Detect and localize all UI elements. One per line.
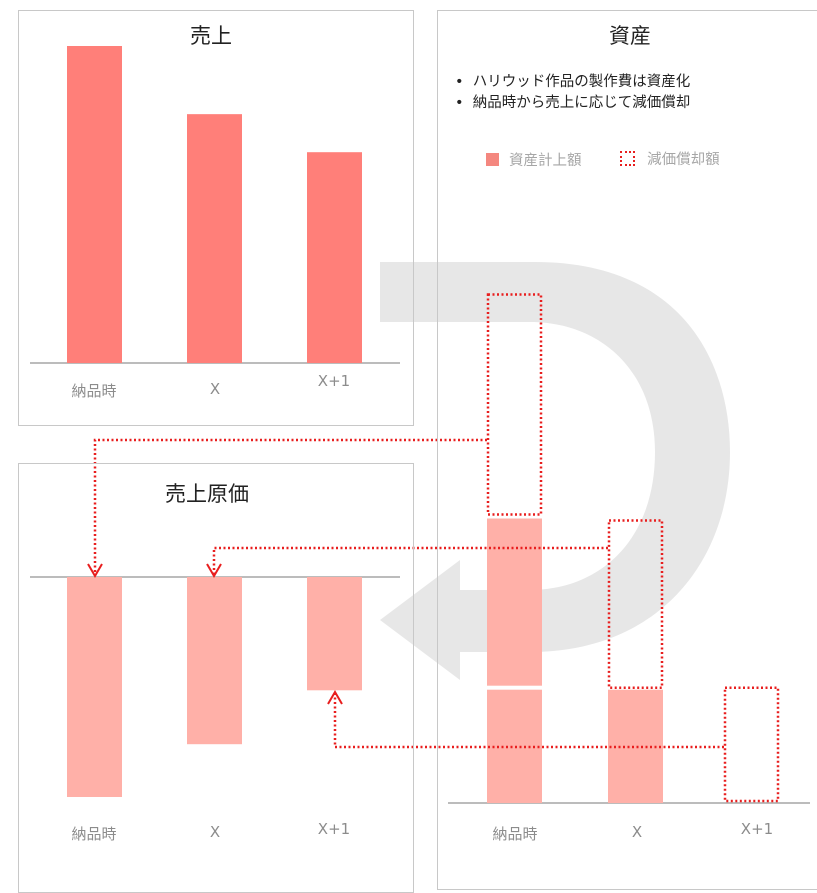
dotted-swatch-icon — [620, 151, 636, 166]
bullet-item: • 納品時から売上に応じて減価償却 — [455, 95, 691, 111]
sales-tick: X — [209, 380, 221, 398]
sales-tick: 納品時 — [71, 382, 117, 400]
cogs-bar — [307, 577, 362, 691]
connector-arrow — [333, 694, 724, 749]
sales-bar — [187, 114, 242, 363]
legend-amortization: 減価償却額 — [620, 148, 720, 169]
asset-bar-capitalized — [487, 689, 542, 803]
cogs-tick: X — [209, 823, 221, 841]
asset-legend: 資産計上額 減価償却額 — [486, 148, 754, 170]
sales-panel — [18, 10, 414, 426]
asset-bar-amortization — [486, 293, 543, 516]
legend-capitalized: 資産計上額 — [486, 149, 582, 170]
asset-bar-capitalized — [487, 518, 542, 686]
asset-tick: 納品時 — [492, 825, 538, 843]
sales-tick: X+1 — [317, 372, 351, 390]
sales-bar — [307, 152, 362, 363]
cogs-tick: X+1 — [317, 820, 351, 838]
sales-title: 売上 — [190, 24, 232, 48]
connector-arrow — [93, 438, 487, 574]
asset-bar-capitalized — [608, 689, 663, 803]
connector-arrowhead-icon — [206, 563, 222, 578]
connector-arrowhead-icon — [327, 690, 343, 705]
sales-bar — [67, 46, 122, 363]
cogs-bar — [187, 577, 242, 745]
asset-bar-amortization — [723, 686, 780, 803]
asset-tick: X — [631, 823, 643, 841]
assets-panel — [437, 10, 817, 890]
asset-notes: • ハリウッド作品の製作費は資産化 • 納品時から売上に応じて減価償却 — [455, 72, 690, 114]
cogs-tick: 納品時 — [71, 825, 117, 843]
bullet-item: • ハリウッド作品の製作費は資産化 — [455, 74, 691, 90]
connector-arrow — [212, 546, 608, 574]
connector-arrowhead-icon — [87, 563, 103, 578]
asset-bar-amortization — [607, 519, 664, 689]
cogs-bar — [67, 577, 122, 797]
solid-swatch-icon — [486, 153, 499, 166]
flow-arrow-shape — [380, 262, 730, 680]
cogs-title: 売上原価 — [165, 482, 249, 506]
assets-title: 資産 — [609, 24, 651, 48]
asset-tick: X+1 — [740, 820, 774, 838]
